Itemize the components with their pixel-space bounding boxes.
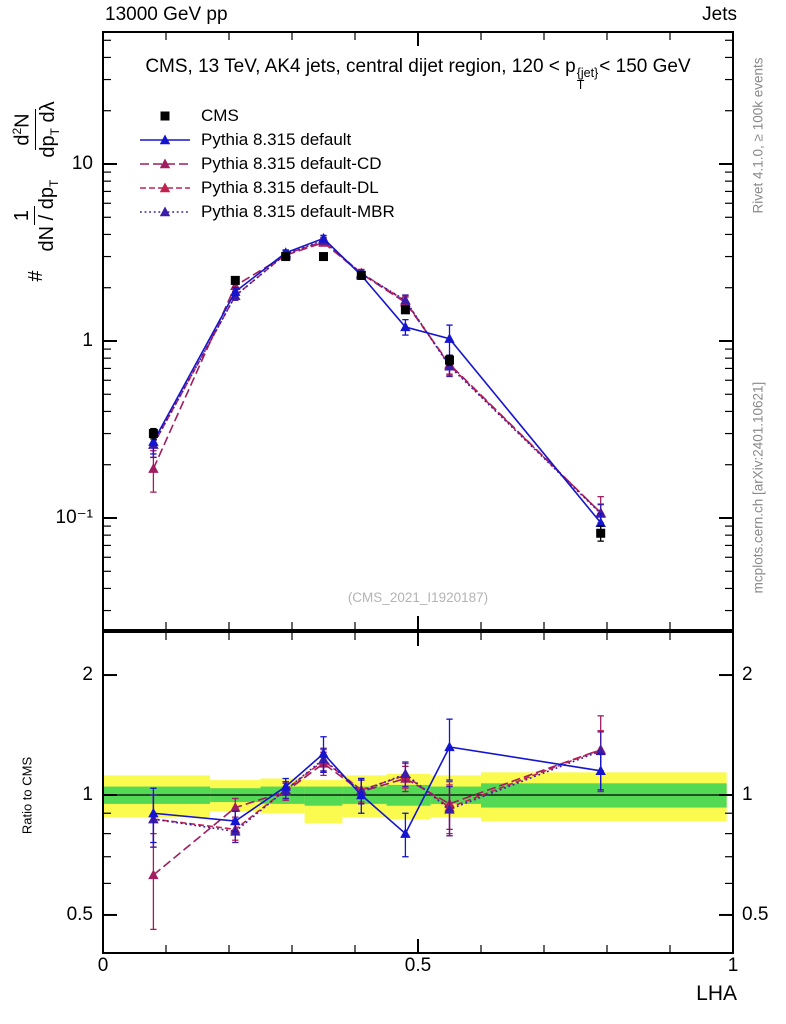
legend-item-default-mbr: Pythia 8.315 default-MBR	[138, 200, 395, 224]
x-tick-1: 1	[727, 955, 739, 976]
main-y-tick-0p1: 10⁻¹	[55, 507, 94, 528]
legend-marker-cms-icon	[160, 111, 170, 121]
ratio-y-tick-2-right: 2	[742, 664, 753, 685]
beam-energy-label: 13000 GeV pp	[105, 4, 228, 25]
ratio-y-tick-1: 1	[82, 784, 93, 805]
legend-marker-default-mbr-icon	[140, 206, 190, 217]
legend-item-cms: CMS	[138, 104, 395, 128]
ratio-y-tick-0p5-right: 0.5	[742, 904, 769, 925]
legend-item-default-cd: Pythia 8.315 default-CD	[138, 152, 395, 176]
rivet-version-label: Rivet 4.1.0, ≥ 100k events	[750, 57, 766, 214]
x-tick-0: 0	[97, 955, 109, 976]
legend: CMS Pythia 8.315 default Pythia 8.315 de…	[138, 104, 395, 224]
plot-title: CMS, 13 TeV, AK4 jets, central dijet reg…	[145, 56, 691, 92]
y-axis-label: # 1 dN / dpT d2N dpT dλ	[0, 36, 72, 336]
ratio-y-tick-2: 2	[82, 664, 93, 685]
mcplots-arxiv-label: mcplots.cern.ch [arXiv:2401.10621]	[750, 381, 766, 594]
legend-item-default: Pythia 8.315 default	[138, 128, 395, 152]
legend-item-default-dl: Pythia 8.315 default-DL	[138, 176, 395, 200]
ylabel-fraction-1: 1 dN / dpT	[10, 179, 62, 252]
legend-marker-default-dl-icon	[140, 182, 190, 193]
main-y-tick-10: 10	[71, 153, 93, 174]
x-axis-label: LHA	[696, 982, 737, 1005]
process-label: Jets	[702, 4, 737, 25]
ratio-y-tick-0p5: 0.5	[66, 904, 93, 925]
pt-jet-supsub: {jet} T	[576, 66, 599, 92]
x-tick-0p5: 0.5	[404, 955, 432, 976]
analysis-id-watermark: (CMS_2021_I1920187)	[347, 590, 489, 605]
ratio-y-axis-label: Ratio to CMS	[19, 756, 35, 835]
legend-marker-default-icon	[140, 134, 190, 145]
ratio-y-tick-1-right: 1	[742, 784, 753, 805]
legend-marker-default-cd-icon	[140, 158, 190, 169]
main-y-tick-1: 1	[82, 330, 93, 351]
